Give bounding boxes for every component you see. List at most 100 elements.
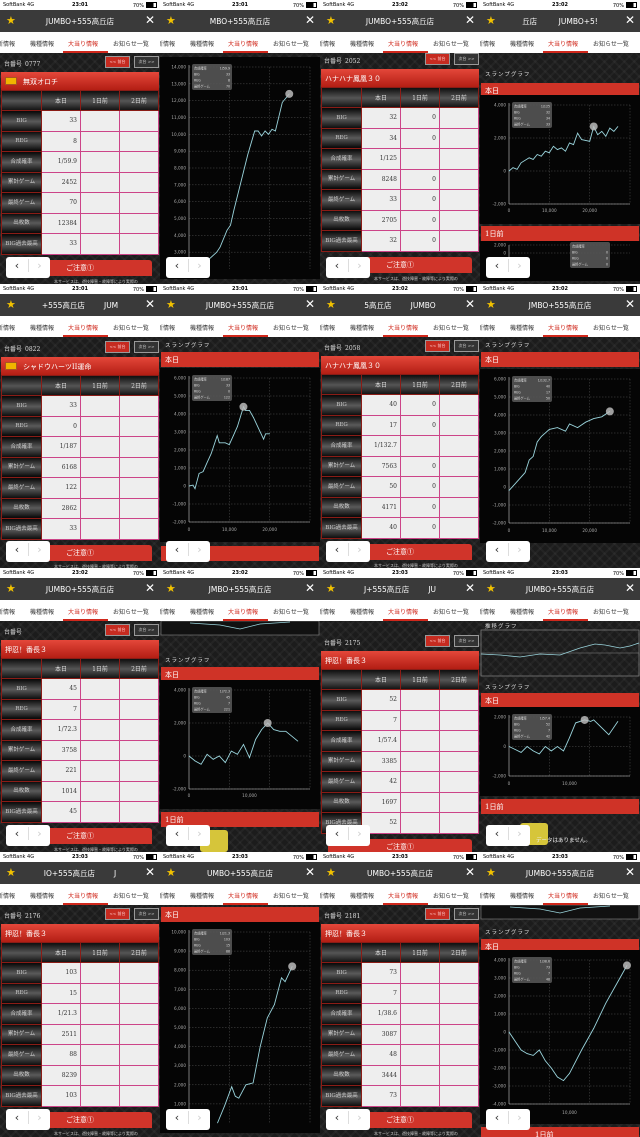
close-icon[interactable]: ✕ [464, 865, 475, 879]
close-icon[interactable]: ✕ [144, 13, 155, 27]
favorite-star-icon[interactable]: ★ [486, 298, 496, 311]
tab-news[interactable]: 新情報 [0, 41, 16, 48]
close-icon[interactable]: ✕ [304, 581, 315, 595]
back-arrow-button[interactable]: ‹ [334, 259, 340, 272]
tab-news[interactable]: 新情報 [320, 893, 336, 900]
close-icon[interactable]: ✕ [304, 865, 315, 879]
close-icon[interactable]: ✕ [304, 297, 315, 311]
tab-news[interactable]: 新情報 [0, 325, 16, 332]
tab-jackpot[interactable]: 大当り情報 [388, 893, 419, 900]
tab-models[interactable]: 機種情報 [190, 41, 215, 48]
tab-models[interactable]: 機種情報 [510, 893, 535, 900]
tab-news[interactable]: 新情報 [320, 325, 336, 332]
favorite-star-icon[interactable]: ★ [166, 14, 176, 27]
prev-machine-button[interactable]: << 前台 [425, 53, 450, 65]
tab-notices[interactable]: お知らせ一覧 [433, 325, 469, 332]
back-arrow-button[interactable]: ‹ [494, 1111, 500, 1124]
tab-models[interactable]: 機種情報 [30, 893, 55, 900]
favorite-star-icon[interactable]: ★ [6, 14, 16, 27]
back-arrow-button[interactable]: ‹ [14, 259, 20, 272]
favorite-star-icon[interactable]: ★ [6, 582, 16, 595]
back-arrow-button[interactable]: ‹ [334, 543, 340, 556]
close-icon[interactable]: ✕ [464, 297, 475, 311]
tab-notices[interactable]: お知らせ一覧 [273, 325, 309, 332]
tab-news[interactable]: 新情報 [480, 609, 496, 616]
forward-arrow-button[interactable]: › [508, 827, 530, 840]
tab-models[interactable]: 機種情報 [30, 41, 55, 48]
forward-arrow-button[interactable]: › [28, 259, 50, 272]
tab-notices[interactable]: お知らせ一覧 [113, 893, 149, 900]
forward-arrow-button[interactable]: › [188, 1111, 210, 1124]
tab-news[interactable]: 新情報 [480, 41, 496, 48]
favorite-star-icon[interactable]: ★ [166, 298, 176, 311]
tab-jackpot[interactable]: 大当り情報 [68, 41, 99, 48]
close-icon[interactable]: ✕ [624, 581, 635, 595]
tab-notices[interactable]: お知らせ一覧 [433, 609, 469, 616]
tab-models[interactable]: 機種情報 [30, 325, 55, 332]
tab-notices[interactable]: お知らせ一覧 [593, 325, 629, 332]
tab-notices[interactable]: お知らせ一覧 [593, 893, 629, 900]
tab-jackpot[interactable]: 大当り情報 [388, 609, 419, 616]
prev-machine-button[interactable]: << 前台 [105, 908, 130, 920]
forward-arrow-button[interactable]: › [348, 827, 370, 840]
tab-models[interactable]: 機種情報 [350, 893, 375, 900]
back-arrow-button[interactable]: ‹ [14, 543, 20, 556]
tab-jackpot[interactable]: 大当り情報 [388, 41, 419, 48]
tab-jackpot[interactable]: 大当り情報 [548, 41, 579, 48]
tab-models[interactable]: 機種情報 [510, 41, 535, 48]
back-arrow-button[interactable]: ‹ [174, 259, 180, 272]
tab-news[interactable]: 新情報 [160, 609, 176, 616]
prev-machine-button[interactable]: << 前台 [105, 341, 130, 353]
favorite-star-icon[interactable]: ★ [326, 866, 336, 879]
tab-notices[interactable]: お知らせ一覧 [273, 893, 309, 900]
back-arrow-button[interactable]: ‹ [14, 827, 20, 840]
tab-models[interactable]: 機種情報 [350, 609, 375, 616]
tab-news[interactable]: 新情報 [0, 609, 16, 616]
tab-jackpot[interactable]: 大当り情報 [228, 41, 259, 48]
tab-notices[interactable]: お知らせ一覧 [433, 893, 469, 900]
next-machine-button[interactable]: 次台 >> [134, 341, 159, 353]
forward-arrow-button[interactable]: › [508, 259, 530, 272]
back-arrow-button[interactable]: ‹ [334, 1111, 340, 1124]
tab-models[interactable]: 機種情報 [350, 325, 375, 332]
close-icon[interactable]: ✕ [144, 865, 155, 879]
prev-machine-button[interactable]: << 前台 [425, 635, 450, 647]
tab-notices[interactable]: お知らせ一覧 [273, 41, 309, 48]
tab-models[interactable]: 機種情報 [30, 609, 55, 616]
back-arrow-button[interactable]: ‹ [494, 259, 500, 272]
close-icon[interactable]: ✕ [304, 13, 315, 27]
forward-arrow-button[interactable]: › [348, 543, 370, 556]
back-arrow-button[interactable]: ‹ [494, 827, 500, 840]
tab-notices[interactable]: お知らせ一覧 [273, 609, 309, 616]
forward-arrow-button[interactable]: › [28, 543, 50, 556]
tab-notices[interactable]: お知らせ一覧 [113, 325, 149, 332]
tab-models[interactable]: 機種情報 [510, 609, 535, 616]
forward-arrow-button[interactable]: › [348, 1111, 370, 1124]
back-arrow-button[interactable]: ‹ [174, 543, 180, 556]
tab-jackpot[interactable]: 大当り情報 [548, 609, 579, 616]
close-icon[interactable]: ✕ [624, 13, 635, 27]
tab-models[interactable]: 機種情報 [190, 325, 215, 332]
tab-jackpot[interactable]: 大当り情報 [228, 325, 259, 332]
close-icon[interactable]: ✕ [624, 865, 635, 879]
tab-notices[interactable]: お知らせ一覧 [593, 609, 629, 616]
close-icon[interactable]: ✕ [624, 297, 635, 311]
prev-machine-button[interactable]: << 前台 [105, 624, 130, 636]
tab-news[interactable]: 新情報 [160, 41, 176, 48]
favorite-star-icon[interactable]: ★ [166, 582, 176, 595]
favorite-star-icon[interactable]: ★ [486, 14, 496, 27]
next-machine-button[interactable]: 次台 >> [454, 53, 479, 65]
close-icon[interactable]: ✕ [144, 581, 155, 595]
prev-machine-button[interactable]: << 前台 [425, 340, 450, 352]
forward-arrow-button[interactable]: › [188, 827, 210, 840]
tab-models[interactable]: 機種情報 [190, 609, 215, 616]
tab-notices[interactable]: お知らせ一覧 [113, 41, 149, 48]
tab-news[interactable]: 新情報 [320, 609, 336, 616]
tab-notices[interactable]: お知らせ一覧 [113, 609, 149, 616]
tab-news[interactable]: 新情報 [320, 41, 336, 48]
next-machine-button[interactable]: 次台 >> [134, 56, 159, 68]
tab-jackpot[interactable]: 大当り情報 [388, 325, 419, 332]
back-arrow-button[interactable]: ‹ [14, 1111, 20, 1124]
close-icon[interactable]: ✕ [144, 297, 155, 311]
favorite-star-icon[interactable]: ★ [326, 582, 336, 595]
